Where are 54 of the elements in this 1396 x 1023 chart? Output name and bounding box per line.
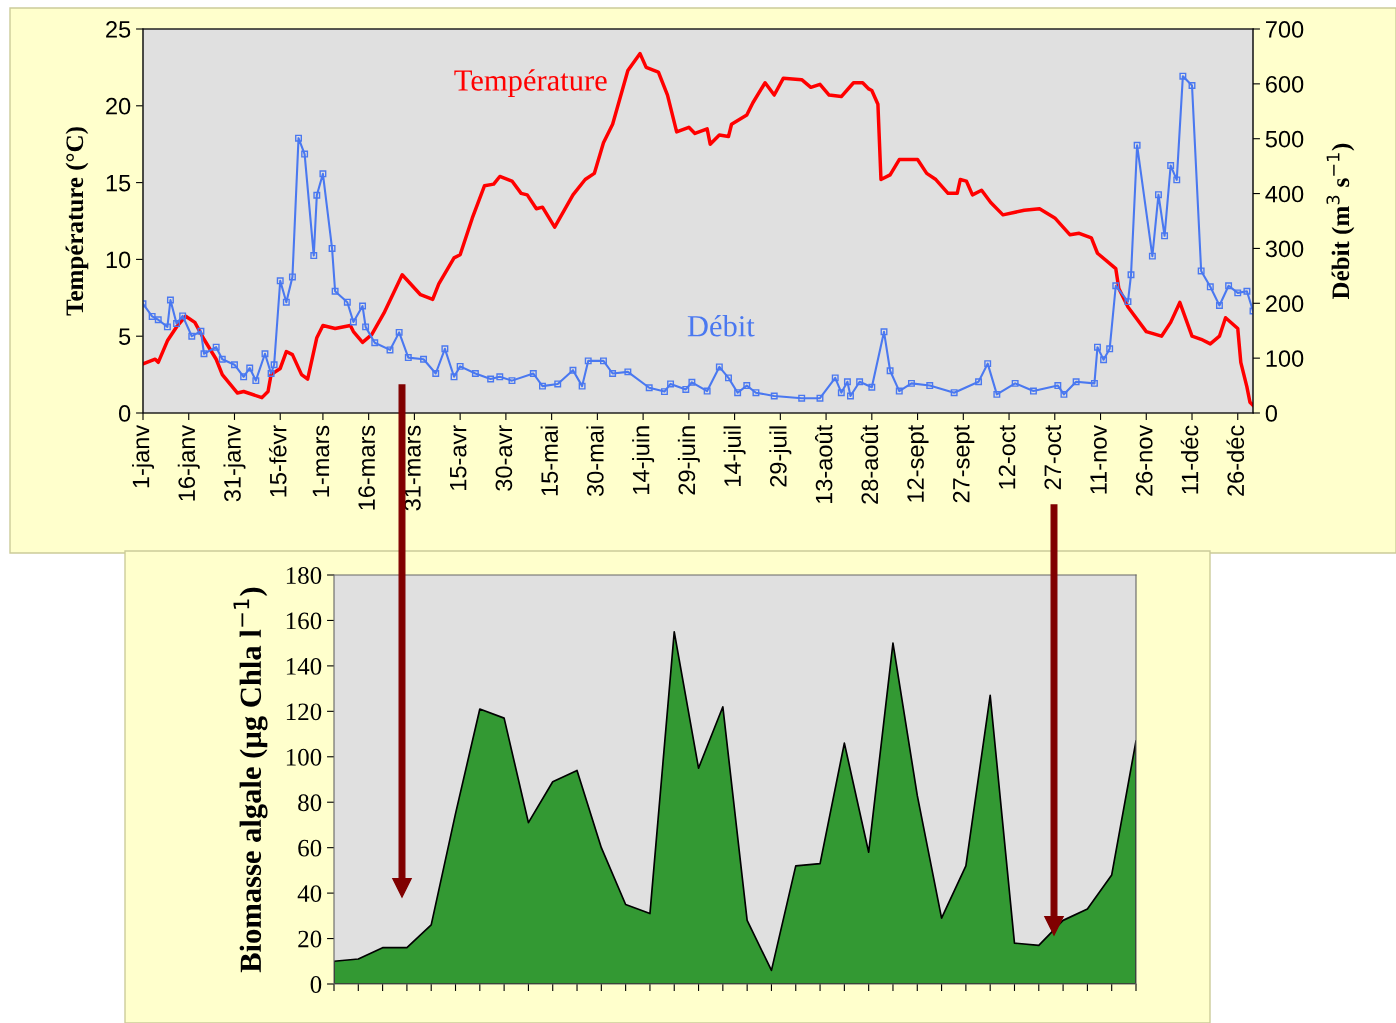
y-tick-label: 180 (286, 567, 322, 584)
y-tick-label: 120 (286, 703, 322, 721)
x-tick-label: 28-août (860, 424, 879, 504)
y2-tick-label: 300 (1265, 240, 1304, 258)
y-tick-label: 100 (286, 748, 322, 766)
y-tick-label: 25 (106, 21, 131, 38)
x-tick-label: 16-janv (177, 424, 200, 501)
x-tick-label: 15-avr (450, 425, 467, 490)
x-tick-label: 31-mars (404, 425, 421, 511)
y2-axis-title: Débit (m$^{3}$ s$^{−1}$) (1326, 143, 1355, 300)
x-tick-label: 26-déc (1226, 425, 1245, 496)
y2-tick-label: 100 (1266, 350, 1304, 367)
x-tick-label: 30-avr (495, 425, 513, 491)
x-tick-label: 16-mars (358, 425, 375, 510)
x-tick-label: 31-janv (223, 424, 246, 502)
y2-tick-label: 0 (1265, 405, 1278, 422)
y2-tick-label: 400 (1265, 185, 1304, 203)
y-tick-label: 0 (310, 976, 322, 993)
y-tick-label: 20 (298, 930, 322, 948)
y2-tick-label: 500 (1265, 130, 1304, 148)
y-tick-label: 60 (298, 839, 322, 857)
y-axis-title: Biomasse algale (µg Chla l$^{−1}$) (233, 587, 268, 973)
y-tick-label: 20 (106, 97, 131, 115)
series-label: Débit (687, 314, 755, 337)
x-tick-label: 27-sept (952, 424, 975, 503)
x-tick-label: 15-févr (268, 425, 287, 497)
y-tick-label: 0 (118, 405, 131, 422)
y2-tick-label: 200 (1265, 295, 1304, 313)
x-tick-label: 1-janv (132, 424, 155, 488)
y-tick-label: 160 (286, 612, 322, 630)
x-tick-label: 29-juin (677, 426, 700, 495)
y-tick-label: 80 (298, 794, 322, 812)
x-tick-label: 15-mai (540, 426, 558, 496)
x-tick-label: 12-oct (998, 424, 1016, 489)
y-tick-label: 40 (297, 885, 322, 903)
x-tick-label: 27-oct (1044, 424, 1062, 490)
y-tick-label: 15 (106, 174, 131, 192)
x-tick-label: 14-juin (632, 426, 655, 494)
y-tick-label: 5 (119, 328, 131, 345)
x-tick-label: 14-juil (723, 426, 746, 486)
x-tick-label: 11-nov (1090, 424, 1107, 494)
x-tick-label: 30-mai (586, 426, 604, 497)
x-tick-label: 13-août (814, 424, 833, 504)
series-label: Température (454, 69, 607, 97)
y2-tick-label: 700 (1266, 21, 1304, 38)
x-tick-label: 11-déc (1180, 425, 1199, 494)
x-tick-label: 1-mars (312, 425, 330, 497)
y-tick-label: 10 (106, 251, 131, 269)
y2-tick-label: 600 (1266, 75, 1304, 93)
x-tick-label: 29-juil (769, 426, 792, 487)
y-axis-title: Température (°C) (65, 127, 89, 316)
x-tick-label: 26-nov (1135, 424, 1153, 496)
y-tick-label: 140 (286, 657, 322, 675)
x-tick-label: 12-sept (907, 424, 929, 502)
